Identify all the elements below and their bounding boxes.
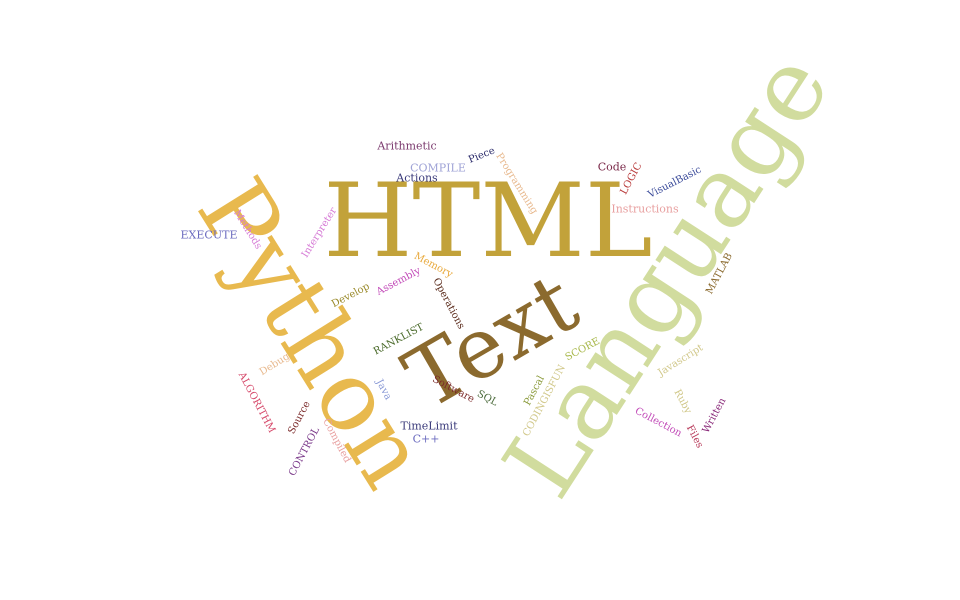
word-compile: COMPILE	[410, 161, 466, 175]
word-arithmetic: Arithmetic	[377, 139, 437, 153]
word-code: Code	[597, 160, 627, 174]
word-html: HTML	[323, 162, 653, 281]
word-collection: Collection	[633, 405, 684, 440]
word-instructions: Instructions	[611, 202, 679, 216]
word-ruby: Ruby	[671, 387, 694, 416]
word-written: Written	[700, 396, 729, 436]
word-timelimit: TimeLimit	[400, 419, 458, 433]
word-cplusplus: C++	[412, 432, 440, 446]
word-execute: EXECUTE	[180, 228, 238, 242]
word-algorithm: ALGORITHM	[235, 370, 278, 436]
word-actions: Actions	[396, 171, 438, 185]
